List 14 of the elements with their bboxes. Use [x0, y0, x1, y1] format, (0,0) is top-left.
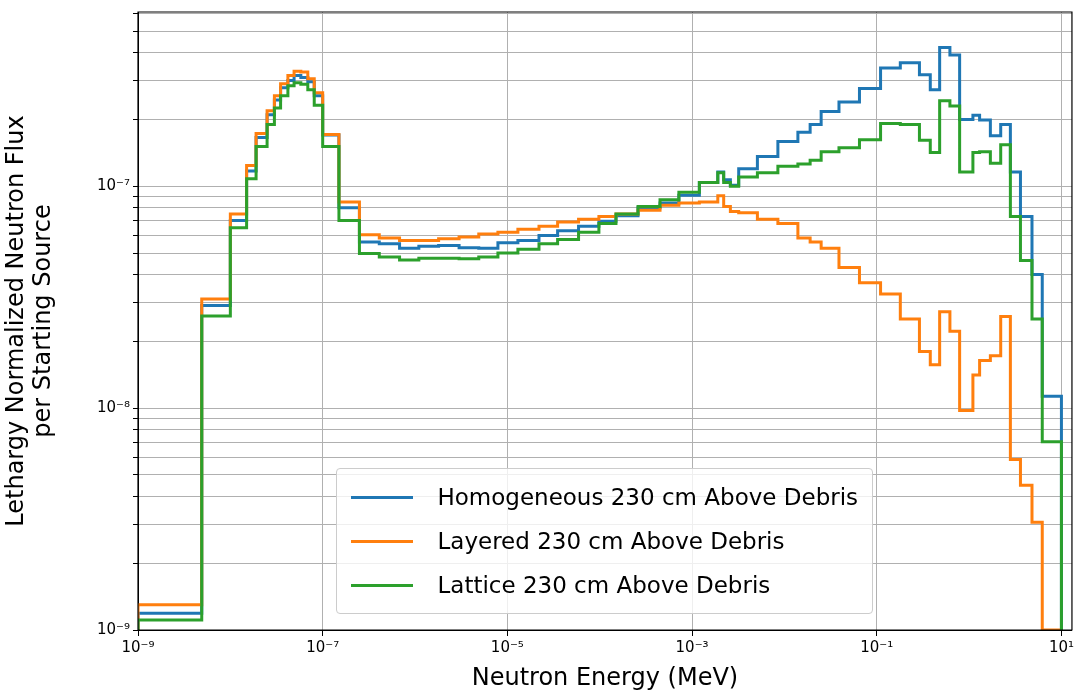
x-tick-label: 10⁻⁹	[121, 637, 155, 656]
x-tick-label: 10⁻¹	[860, 637, 894, 656]
y-axis-title: Lethargy Normalized Neutron Flux per Starting Source	[1, 115, 56, 527]
x-tick-label: 10⁻⁷	[306, 637, 340, 656]
y-tick-label: 10⁻⁹	[96, 619, 130, 638]
legend-label: Layered 230 cm Above Debris	[437, 528, 785, 554]
x-axis-title: Neutron Energy (MeV)	[471, 662, 739, 691]
y-tick-label: 10⁻⁷	[96, 176, 130, 195]
x-tick-label: 10¹	[1048, 637, 1074, 656]
legend-label: Lattice 230 cm Above Debris	[437, 572, 771, 598]
x-tick-label: 10⁻³	[675, 637, 709, 656]
x-tick-label: 10⁻⁵	[490, 637, 524, 656]
legend-label: Homogeneous 230 cm Above Debris	[437, 484, 859, 510]
y-tick-label: 10⁻⁸	[96, 398, 130, 417]
